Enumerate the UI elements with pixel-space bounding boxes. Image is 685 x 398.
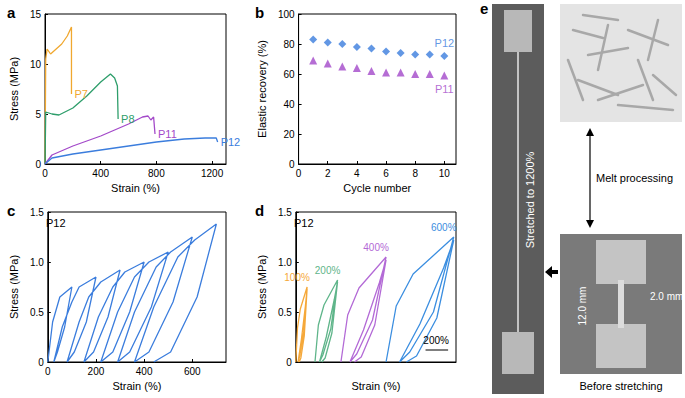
- svg-text:Stretched to 1200%: Stretched to 1200%: [524, 151, 536, 248]
- svg-text:15: 15: [30, 9, 42, 20]
- svg-text:P12: P12: [435, 37, 455, 49]
- svg-text:8: 8: [412, 168, 418, 179]
- svg-text:100: 100: [278, 9, 295, 20]
- svg-text:200%: 200%: [423, 335, 449, 346]
- svg-text:Strain (%): Strain (%): [112, 380, 161, 392]
- svg-text:Stress (MPa): Stress (MPa): [8, 57, 20, 121]
- svg-text:e: e: [480, 0, 488, 17]
- svg-text:1200: 1200: [201, 168, 224, 179]
- svg-text:1.5: 1.5: [278, 207, 292, 218]
- svg-text:600%: 600%: [431, 222, 457, 233]
- svg-text:P12: P12: [221, 136, 241, 148]
- svg-text:0: 0: [42, 168, 48, 179]
- svg-text:d: d: [255, 202, 264, 219]
- svg-text:0: 0: [38, 357, 44, 368]
- svg-text:60: 60: [283, 69, 295, 80]
- svg-text:Stress (MPa): Stress (MPa): [8, 255, 20, 319]
- svg-text:P7: P7: [74, 88, 87, 100]
- svg-text:P11: P11: [158, 128, 177, 140]
- svg-text:400: 400: [92, 168, 109, 179]
- svg-text:10: 10: [439, 168, 451, 179]
- svg-text:400: 400: [136, 366, 153, 377]
- svg-text:0.5: 0.5: [30, 307, 44, 318]
- svg-text:1.0: 1.0: [278, 257, 292, 268]
- svg-text:80: 80: [283, 39, 295, 50]
- svg-text:200: 200: [88, 366, 105, 377]
- svg-text:2: 2: [325, 168, 331, 179]
- svg-text:0: 0: [45, 366, 51, 377]
- svg-text:20: 20: [283, 129, 295, 140]
- svg-text:1.0: 1.0: [30, 257, 44, 268]
- svg-text:6: 6: [383, 168, 389, 179]
- svg-text:40: 40: [283, 99, 295, 110]
- svg-text:c: c: [7, 202, 15, 219]
- svg-text:5: 5: [35, 109, 41, 120]
- svg-text:0: 0: [289, 159, 295, 170]
- svg-text:Stress (MPa): Stress (MPa): [256, 255, 268, 319]
- svg-text:P11: P11: [435, 83, 454, 95]
- svg-text:1.5: 1.5: [30, 207, 44, 218]
- svg-text:Strain (%): Strain (%): [111, 182, 160, 194]
- svg-text:b: b: [255, 4, 264, 21]
- svg-text:0.5: 0.5: [278, 307, 292, 318]
- svg-text:10: 10: [30, 59, 42, 70]
- svg-text:Elastic recovery (%): Elastic recovery (%): [256, 40, 268, 138]
- svg-text:P12: P12: [294, 216, 314, 229]
- svg-text:Cycle number: Cycle number: [343, 182, 411, 194]
- svg-text:0: 0: [35, 159, 41, 170]
- svg-text:600: 600: [184, 366, 201, 377]
- svg-text:400%: 400%: [363, 242, 389, 253]
- svg-text:a: a: [7, 4, 16, 21]
- svg-text:P8: P8: [121, 113, 134, 125]
- svg-text:0: 0: [296, 168, 302, 179]
- svg-text:Melt processing: Melt processing: [596, 172, 673, 184]
- svg-text:200%: 200%: [315, 265, 341, 276]
- svg-text:P12: P12: [46, 216, 66, 229]
- svg-text:0: 0: [286, 357, 292, 368]
- svg-text:Before stretching: Before stretching: [579, 380, 662, 392]
- svg-text:100%: 100%: [284, 272, 310, 283]
- svg-text:2.0 mm: 2.0 mm: [650, 291, 683, 302]
- svg-text:Strain (%): Strain (%): [351, 380, 400, 392]
- svg-text:12.0 mm: 12.0 mm: [577, 287, 588, 326]
- svg-text:800: 800: [148, 168, 165, 179]
- svg-text:4: 4: [354, 168, 360, 179]
